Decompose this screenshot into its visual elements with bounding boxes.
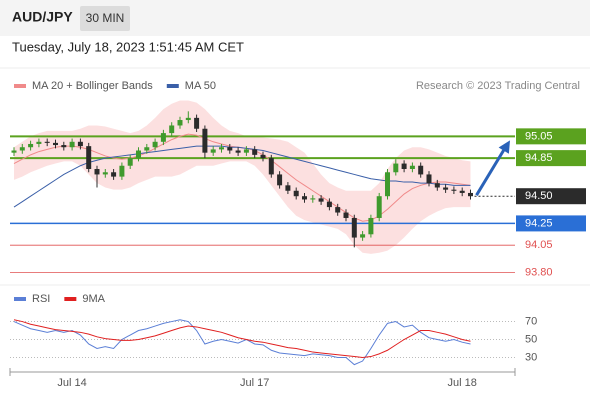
candle-body bbox=[434, 183, 440, 188]
candle-body bbox=[326, 201, 332, 208]
indicator-line bbox=[13, 319, 471, 366]
candle-body bbox=[260, 154, 266, 159]
candle-body bbox=[86, 146, 92, 169]
candle-body bbox=[160, 133, 166, 142]
candle-body bbox=[418, 165, 424, 175]
x-tick-label: Jul 17 bbox=[240, 377, 269, 389]
candle-body bbox=[127, 158, 133, 166]
level-label: 94.25 bbox=[525, 217, 553, 229]
candle-body bbox=[28, 143, 34, 148]
candle-body bbox=[77, 141, 83, 147]
x-tick-label: Jul 18 bbox=[448, 377, 477, 389]
level-box bbox=[516, 188, 586, 205]
candle-body bbox=[227, 147, 233, 151]
y-tick-label: 50 bbox=[525, 333, 537, 345]
level-label: 94.05 bbox=[525, 239, 553, 251]
candle-body bbox=[451, 189, 457, 191]
legend-label: MA 50 bbox=[185, 80, 216, 92]
candle-body bbox=[210, 149, 216, 153]
candle-body bbox=[393, 163, 399, 173]
legend-swatch bbox=[166, 84, 179, 88]
candle-body bbox=[310, 198, 316, 200]
candle-body bbox=[285, 185, 291, 191]
candle-body bbox=[376, 196, 382, 218]
interval[interactable]: 30 MIN bbox=[86, 11, 125, 25]
level-label: 94.50 bbox=[525, 190, 553, 202]
candle-body bbox=[468, 192, 473, 197]
legend-label: 9MA bbox=[82, 293, 105, 305]
x-tick-label: Jul 14 bbox=[57, 377, 86, 389]
level-label: 95.05 bbox=[525, 130, 553, 142]
candle-body bbox=[459, 190, 465, 193]
candle-body bbox=[426, 174, 432, 184]
symbol: AUD/JPY bbox=[12, 9, 73, 25]
candle-body bbox=[111, 172, 117, 177]
level-box bbox=[516, 150, 586, 167]
candle-body bbox=[61, 145, 67, 148]
legend-label: RSI bbox=[32, 293, 50, 305]
forecast-arrow bbox=[475, 145, 508, 196]
candle-body bbox=[69, 141, 75, 148]
candle-body bbox=[385, 172, 390, 197]
candle-body bbox=[119, 165, 125, 177]
candle-body bbox=[368, 217, 374, 235]
legend-label: MA 20 + Bollinger Bands bbox=[32, 80, 153, 92]
candle-body bbox=[36, 141, 42, 144]
candle-body bbox=[136, 150, 141, 159]
candle-body bbox=[44, 141, 50, 143]
interval-badge[interactable] bbox=[80, 6, 130, 31]
candle-body bbox=[343, 212, 349, 218]
candle-body bbox=[335, 207, 341, 213]
credit: Research © 2023 Trading Central bbox=[416, 80, 580, 92]
candle-body bbox=[19, 147, 25, 151]
candle-body bbox=[235, 150, 241, 153]
candle-body bbox=[401, 163, 407, 169]
candle-body bbox=[152, 141, 158, 148]
candle-body bbox=[219, 147, 224, 150]
candle-body bbox=[11, 150, 17, 153]
candle-body bbox=[293, 190, 299, 197]
bollinger-band bbox=[14, 100, 471, 254]
indicator-line bbox=[13, 319, 471, 358]
candle-body bbox=[318, 198, 324, 202]
candle-body bbox=[409, 165, 415, 169]
candle-body bbox=[351, 217, 357, 238]
candle-body bbox=[268, 158, 274, 175]
candle-body bbox=[443, 187, 449, 190]
candle-body bbox=[202, 128, 208, 153]
timestamp: Tuesday, July 18, 2023 1:51:45 AM CET bbox=[12, 39, 244, 54]
legend-swatch bbox=[14, 297, 26, 301]
candle-body bbox=[277, 174, 283, 186]
candle-body bbox=[177, 120, 183, 126]
candle-body bbox=[169, 125, 175, 134]
forecast-arrow-head bbox=[498, 140, 510, 154]
candle-body bbox=[185, 117, 191, 121]
candle-body bbox=[243, 149, 249, 153]
level-box bbox=[516, 215, 586, 232]
candle-body bbox=[252, 149, 258, 155]
candle-body bbox=[302, 196, 307, 200]
legend-swatch bbox=[64, 297, 77, 301]
level-label: 93.80 bbox=[525, 266, 553, 278]
level-label: 94.85 bbox=[525, 152, 553, 164]
candle-body bbox=[360, 234, 366, 238]
candle-body bbox=[94, 169, 100, 175]
candle-body bbox=[144, 147, 150, 151]
y-tick-label: 70 bbox=[525, 315, 537, 327]
y-tick-label: 30 bbox=[525, 351, 537, 363]
candle-body bbox=[194, 117, 200, 129]
candle-body bbox=[53, 142, 58, 146]
level-box bbox=[516, 128, 586, 145]
legend-swatch bbox=[14, 84, 26, 88]
candle-body bbox=[102, 172, 108, 175]
